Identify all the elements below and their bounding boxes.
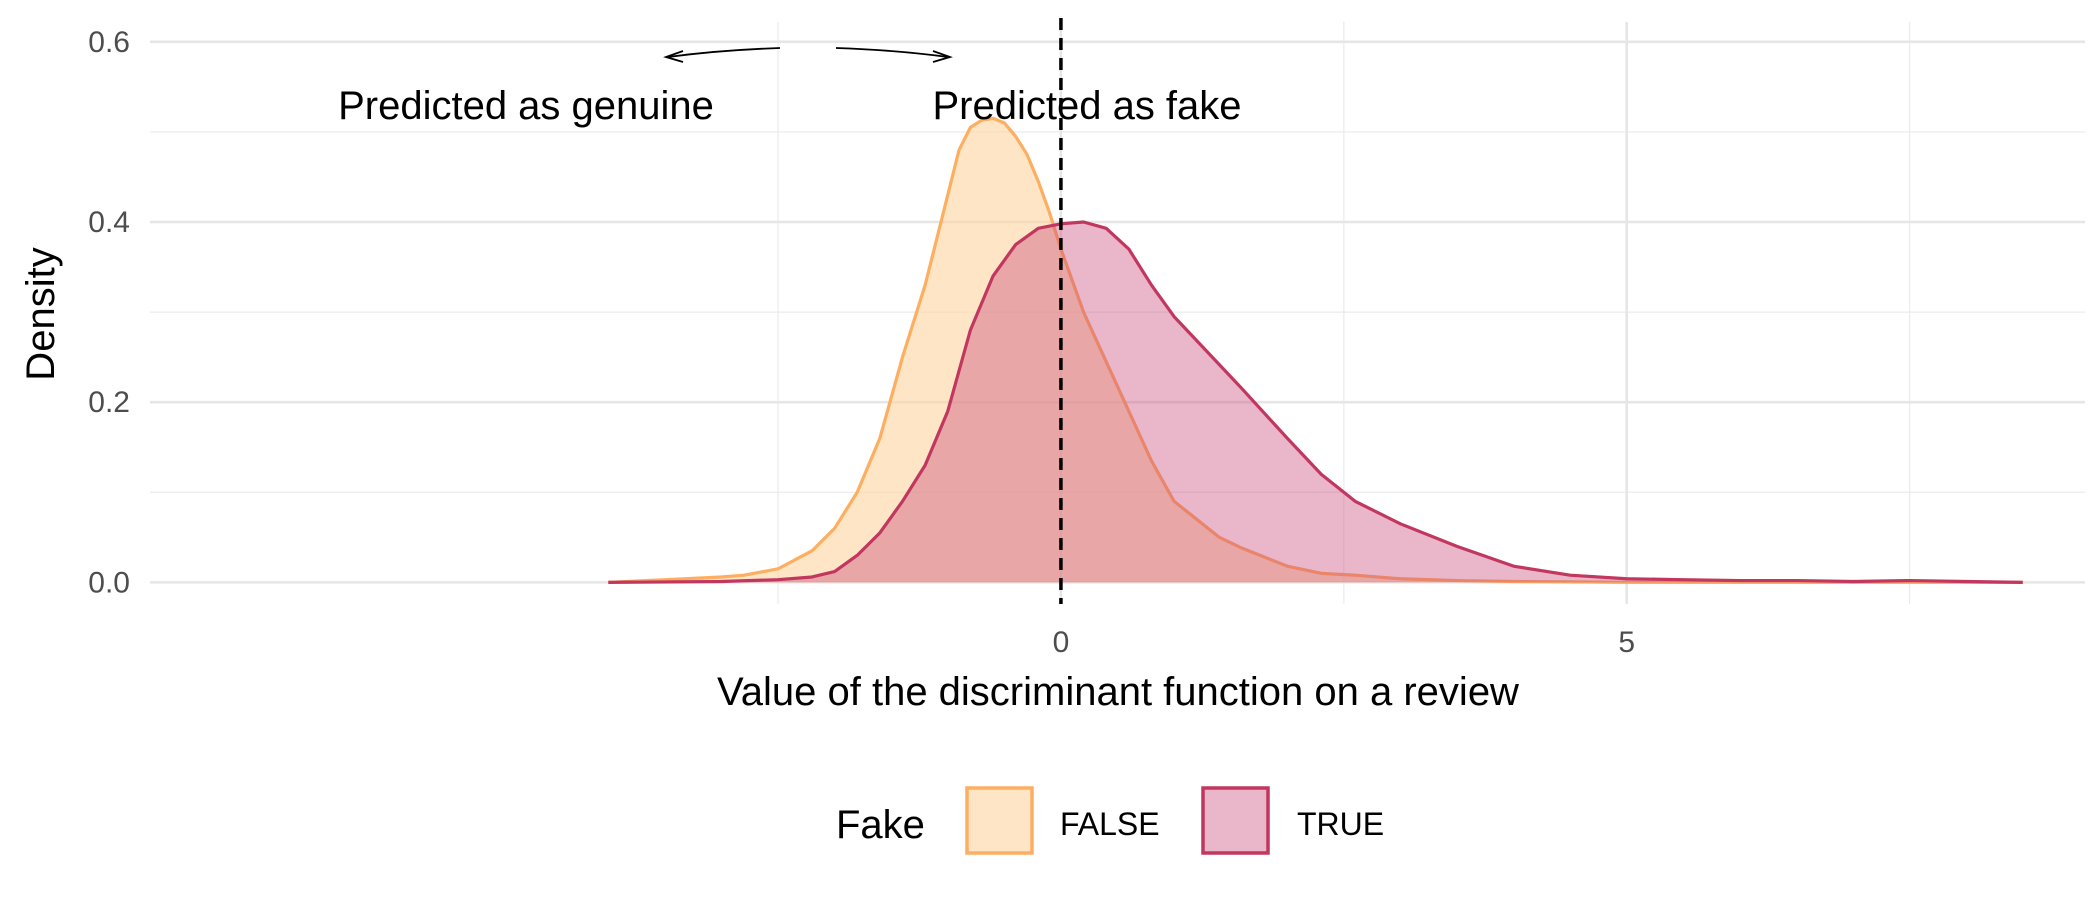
y-axis-title: Density: [19, 247, 63, 380]
density-series: [608, 116, 2023, 584]
left-arrow-head: [663, 50, 684, 63]
legend-title: Fake: [836, 803, 925, 847]
annotation-arrows: [663, 47, 953, 63]
density-area-false: [608, 118, 2023, 583]
y-tick-labels: 0.0 0.2 0.4 0.6: [88, 26, 130, 600]
density-line-false: [608, 116, 2023, 584]
annotation-fake: Predicted as fake: [932, 84, 1241, 128]
legend-key-true: [1201, 786, 1270, 855]
legend-label-true: TRUE: [1297, 806, 1384, 842]
annotation-genuine: Predicted as genuine: [338, 84, 714, 128]
density-line-true: [608, 220, 2023, 584]
y-tick-label: 0.2: [88, 386, 130, 419]
right-arrow: [835, 47, 949, 58]
y-tick-label: 0.0: [88, 566, 130, 599]
x-tick-label: 0: [1053, 626, 1070, 659]
x-tick-label: 5: [1618, 626, 1635, 659]
right-arrow-head: [932, 50, 953, 63]
legend-key-false: [965, 786, 1034, 855]
legend: Fake FALSE TRUE: [836, 786, 1384, 855]
y-tick-label: 0.4: [88, 206, 130, 239]
annotations: Predicted as genuine Predicted as fake: [338, 84, 1241, 128]
left-arrow: [667, 47, 781, 58]
x-axis-title: Value of the discriminant function on a …: [717, 670, 1519, 714]
y-tick-label: 0.6: [88, 26, 130, 59]
legend-label-false: FALSE: [1060, 806, 1160, 842]
density-area-true: [608, 222, 2023, 583]
